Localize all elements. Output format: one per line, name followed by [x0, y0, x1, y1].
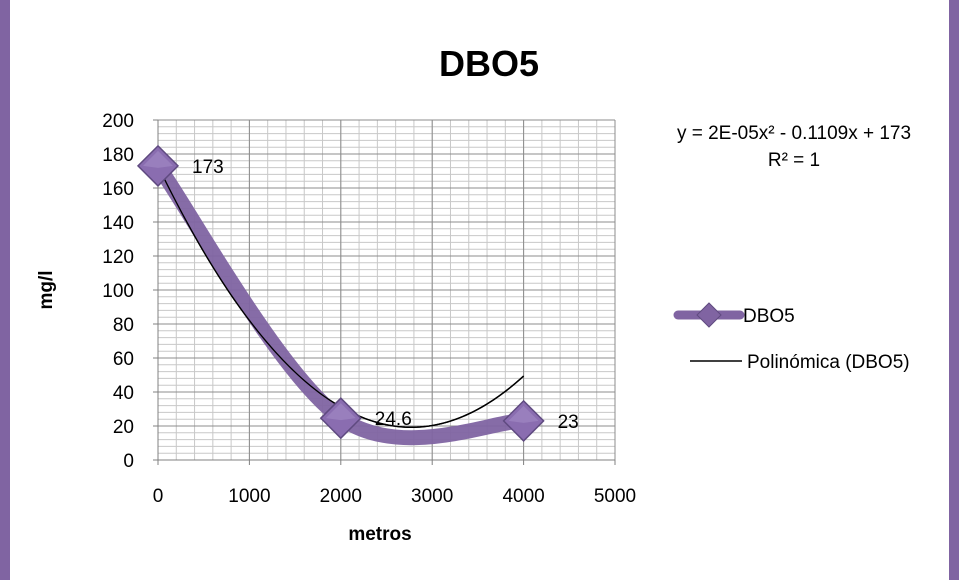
y-tick-label: 120	[102, 247, 134, 268]
data-point-marker-highlight	[143, 150, 173, 168]
legend-item-series: DBO5	[673, 302, 795, 328]
y-tick-label: 160	[102, 179, 134, 200]
y-tick-label: 200	[102, 111, 134, 132]
x-tick-label: 3000	[411, 486, 453, 507]
chart-title: DBO5	[439, 43, 539, 84]
trendline-equation: y = 2E-05x² - 0.1109x + 173	[677, 123, 911, 144]
trendline-r-squared: R² = 1	[768, 150, 820, 171]
y-tick-label: 60	[113, 349, 134, 370]
data-point-marker-highlight	[325, 403, 356, 421]
chart: DBO5 0 1000 2000 3000 4000 5000 0 20 40 60 80 100 12…	[36, 43, 911, 545]
x-tick-label: 5000	[594, 486, 636, 507]
data-label: 24.6	[375, 409, 412, 430]
y-tick-label: 100	[102, 281, 134, 302]
x-tick-label: 1000	[228, 486, 270, 507]
series-layer: 173 24.6 23	[136, 144, 579, 446]
legend-swatch-marker	[696, 302, 722, 328]
data-label: 173	[192, 157, 224, 178]
x-tick-label: 0	[153, 486, 164, 507]
data-label: 23	[558, 412, 579, 433]
legend: DBO5 Polinómica (DBO5)	[673, 302, 910, 373]
y-tick-label: 80	[113, 315, 134, 336]
legend-item-trendline: Polinómica (DBO5)	[690, 352, 910, 373]
y-tick-label: 20	[113, 417, 134, 438]
legend-label-trendline: Polinómica (DBO5)	[747, 352, 910, 373]
x-tick-label: 2000	[320, 486, 362, 507]
y-tick-label: 40	[113, 383, 134, 404]
y-axis-title: mg/l	[36, 270, 57, 309]
y-tick-label: 0	[123, 451, 134, 472]
x-axis-title: metros	[348, 524, 411, 545]
data-point-marker-highlight	[508, 405, 539, 423]
x-tick-label: 4000	[502, 486, 544, 507]
legend-label-series: DBO5	[743, 306, 795, 327]
axes: 0 1000 2000 3000 4000 50000204060801001201401…	[102, 111, 636, 507]
y-tick-label: 180	[102, 145, 134, 166]
y-tick-label: 140	[102, 213, 134, 234]
